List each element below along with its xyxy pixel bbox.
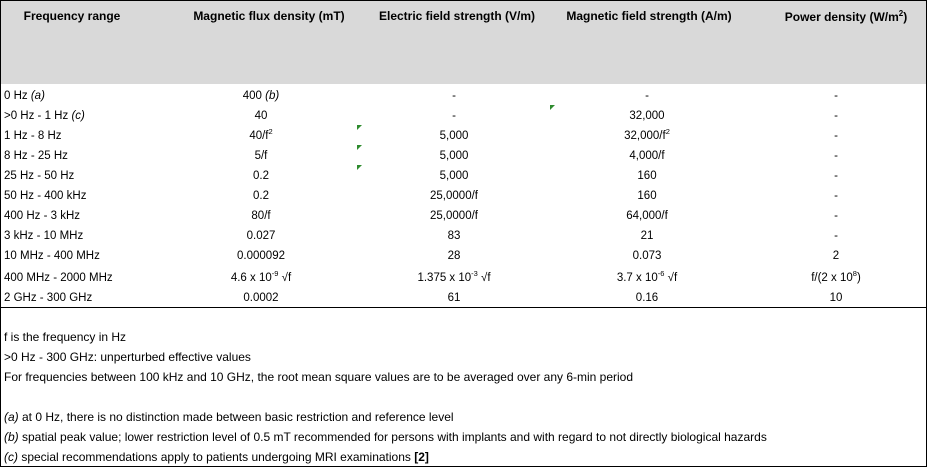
cell-flux-density: 80/f bbox=[251, 210, 271, 222]
cell-power-density: - bbox=[834, 150, 838, 162]
cell-magnetic-field: 4,000/f bbox=[629, 150, 665, 162]
cell-electric-field: 5,000 bbox=[439, 150, 469, 162]
footnote-c: (c) special recommendations apply to pat… bbox=[4, 450, 429, 464]
cell-flux-density: 40/f2 bbox=[249, 127, 273, 142]
table-row: 2 GHz - 300 GHz 0.0002 61 0.16 10 bbox=[1, 288, 926, 308]
cell-flux-density: 5/f bbox=[254, 150, 268, 162]
cell-frequency: 400 MHz - 2000 MHz bbox=[4, 272, 113, 284]
cell-frequency: 1 Hz - 8 Hz bbox=[4, 130, 62, 142]
cell-frequency: 400 Hz - 3 kHz bbox=[4, 210, 81, 222]
cell-magnetic-field: 32,000 bbox=[629, 110, 665, 122]
cell-frequency: 0 Hz (a) bbox=[4, 90, 45, 102]
cell-frequency: >0 Hz - 1 Hz (c) bbox=[4, 110, 85, 122]
cell-power-density: f/(2 x 108) bbox=[811, 269, 861, 284]
cell-magnetic-field: - bbox=[645, 90, 649, 102]
cell-frequency: 25 Hz - 50 Hz bbox=[4, 170, 75, 182]
cell-magnetic-field: 160 bbox=[637, 190, 657, 202]
cell-electric-field: 25,0000/f bbox=[430, 210, 478, 222]
reference-link[interactable]: [2] bbox=[414, 450, 429, 464]
table-row: 10 MHz - 400 MHz 0.000092 28 0.073 2 bbox=[1, 246, 926, 266]
cell-power-density: 2 bbox=[832, 250, 840, 262]
table-row: 8 Hz - 25 Hz 5/f 5,000 4,000/f - bbox=[1, 146, 926, 166]
header-power-density: Power density (W/m2) bbox=[784, 9, 908, 24]
table-row: 25 Hz - 50 Hz 0.2 5,000 160 - bbox=[1, 166, 926, 186]
header-magnetic-field-strength: Magnetic field strength (A/m) bbox=[566, 9, 732, 23]
cell-electric-field: 5,000 bbox=[439, 130, 469, 142]
cell-power-density: - bbox=[834, 130, 838, 142]
footnote-a: (a) at 0 Hz, there is no distinction mad… bbox=[4, 410, 454, 424]
cell-power-density: - bbox=[834, 230, 838, 242]
table-row: 0 Hz (a) 400 (b) - - - bbox=[1, 86, 926, 106]
cell-flux-density: 40 bbox=[254, 110, 268, 122]
cell-electric-field: 28 bbox=[447, 250, 461, 262]
cell-magnetic-field: 64,000/f bbox=[626, 210, 668, 222]
cell-electric-field: 83 bbox=[447, 230, 461, 242]
table-divider bbox=[1, 307, 926, 308]
cell-frequency: 3 kHz - 10 MHz bbox=[4, 230, 84, 242]
cell-flux-density: 0.0002 bbox=[243, 292, 279, 304]
table-row: 1 Hz - 8 Hz 40/f2 5,000 32,000/f2 - bbox=[1, 126, 926, 146]
cell-electric-field: 25,0000/f bbox=[430, 190, 478, 202]
cell-electric-field: 5,000 bbox=[439, 170, 469, 182]
note-frequency-definition: f is the frequency in Hz bbox=[4, 330, 127, 344]
cell-frequency: 2 GHz - 300 GHz bbox=[4, 292, 93, 304]
cell-magnetic-field: 160 bbox=[637, 170, 657, 182]
footnote-b: (b) spatial peak value; lower restrictio… bbox=[4, 430, 767, 444]
cell-magnetic-field: 0.16 bbox=[635, 292, 659, 304]
cell-magnetic-field: 32,000/f2 bbox=[624, 127, 670, 142]
cell-frequency: 8 Hz - 25 Hz bbox=[4, 150, 68, 162]
cell-flux-density: 0.2 bbox=[253, 190, 269, 202]
cell-magnetic-field: 21 bbox=[640, 230, 654, 242]
cell-flux-density: 0.000092 bbox=[237, 250, 285, 262]
cell-power-density: 10 bbox=[829, 292, 843, 304]
cell-power-density: - bbox=[834, 190, 838, 202]
cell-electric-field: 61 bbox=[447, 292, 461, 304]
header-electric-field-strength: Electric field strength (V/m) bbox=[378, 9, 536, 23]
cell-frequency: 10 MHz - 400 MHz bbox=[4, 250, 100, 262]
table-row: 400 MHz - 2000 MHz 4.6 x 10-9 √f 1.375 x… bbox=[1, 268, 926, 288]
comment-indicator-icon bbox=[357, 145, 362, 150]
cell-electric-field: 1.375 x 10-3 √f bbox=[417, 269, 491, 284]
cell-power-density: - bbox=[834, 110, 838, 122]
comment-indicator-icon bbox=[357, 125, 362, 130]
table-row: >0 Hz - 1 Hz (c) 40 - 32,000 - bbox=[1, 106, 926, 126]
cell-power-density: - bbox=[834, 210, 838, 222]
cell-magnetic-field: 0.073 bbox=[632, 250, 662, 262]
cell-flux-density: 0.027 bbox=[246, 230, 276, 242]
cell-flux-density: 400 (b) bbox=[242, 90, 280, 102]
table-row: 3 kHz - 10 MHz 0.027 83 21 - bbox=[1, 226, 926, 246]
cell-electric-field: - bbox=[452, 90, 456, 102]
header-frequency-range: Frequency range bbox=[23, 9, 121, 23]
cell-flux-density: 4.6 x 10-9 √f bbox=[230, 269, 292, 284]
table-header: Frequency range Magnetic flux density (m… bbox=[1, 1, 926, 84]
cell-flux-density: 0.2 bbox=[253, 170, 269, 182]
cell-power-density: - bbox=[834, 90, 838, 102]
note-unperturbed-values: >0 Hz - 300 GHz: unperturbed effective v… bbox=[4, 350, 251, 364]
cell-electric-field: - bbox=[452, 110, 456, 122]
comment-indicator-icon bbox=[550, 105, 555, 110]
table-row: 50 Hz - 400 kHz 0.2 25,0000/f 160 - bbox=[1, 186, 926, 206]
comment-indicator-icon bbox=[357, 165, 362, 170]
cell-magnetic-field: 3.7 x 10-6 √f bbox=[616, 269, 678, 284]
cell-power-density: - bbox=[834, 170, 838, 182]
cell-frequency: 50 Hz - 400 kHz bbox=[4, 190, 87, 202]
table-row: 400 Hz - 3 kHz 80/f 25,0000/f 64,000/f - bbox=[1, 206, 926, 226]
header-magnetic-flux-density: Magnetic flux density (mT) bbox=[193, 9, 345, 23]
note-rms-averaging: For frequencies between 100 kHz and 10 G… bbox=[4, 370, 634, 384]
